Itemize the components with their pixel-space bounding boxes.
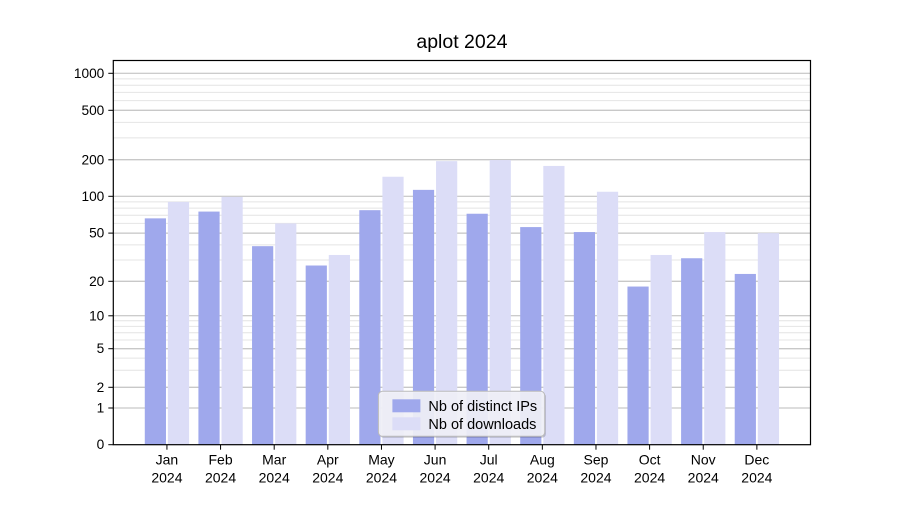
svg-text:1: 1 [97, 401, 105, 416]
svg-text:Aug: Aug [530, 452, 555, 468]
svg-text:Feb: Feb [208, 452, 232, 468]
svg-text:2024: 2024 [420, 470, 451, 486]
svg-text:2: 2 [97, 380, 105, 395]
svg-text:aplot 2024: aplot 2024 [416, 31, 507, 53]
svg-text:Nov: Nov [691, 452, 716, 468]
svg-text:0: 0 [97, 437, 105, 452]
svg-text:Nb of distinct IPs: Nb of distinct IPs [428, 399, 537, 415]
svg-text:2024: 2024 [580, 470, 611, 486]
svg-text:Jun: Jun [424, 452, 447, 468]
svg-text:May: May [368, 452, 394, 468]
svg-text:Jan: Jan [156, 452, 179, 468]
svg-text:20: 20 [89, 274, 105, 289]
svg-text:50: 50 [89, 226, 105, 241]
svg-text:10: 10 [89, 308, 105, 323]
svg-text:Sep: Sep [584, 452, 609, 468]
svg-text:Jul: Jul [480, 452, 498, 468]
svg-text:2024: 2024 [312, 470, 343, 486]
svg-text:Dec: Dec [744, 452, 769, 468]
svg-text:Oct: Oct [639, 452, 661, 468]
svg-text:100: 100 [81, 189, 104, 204]
svg-text:2024: 2024 [634, 470, 665, 486]
svg-text:2024: 2024 [205, 470, 236, 486]
svg-text:2024: 2024 [151, 470, 182, 486]
svg-text:2024: 2024 [366, 470, 397, 486]
svg-text:1000: 1000 [74, 66, 105, 81]
svg-text:200: 200 [81, 152, 104, 167]
svg-text:2024: 2024 [741, 470, 772, 486]
svg-text:2024: 2024 [527, 470, 558, 486]
svg-text:2024: 2024 [688, 470, 719, 486]
svg-text:Mar: Mar [262, 452, 286, 468]
svg-text:Nb of downloads: Nb of downloads [428, 417, 536, 433]
svg-text:2024: 2024 [259, 470, 290, 486]
svg-text:5: 5 [97, 341, 105, 356]
svg-text:500: 500 [81, 103, 104, 118]
svg-text:Apr: Apr [317, 452, 339, 468]
svg-text:2024: 2024 [473, 470, 504, 486]
